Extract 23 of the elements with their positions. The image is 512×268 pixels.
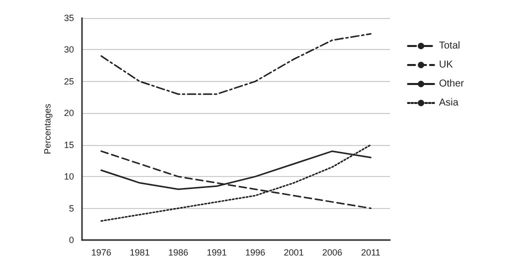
legend-label: Asia	[439, 98, 459, 108]
line-series	[100, 33, 372, 95]
y-tick-label: 10	[64, 172, 74, 182]
legend-label: Total	[439, 40, 460, 52]
y-tick-label: 30	[64, 44, 74, 55]
y-tick-label: 25	[64, 76, 74, 86]
y-tick-label: 35	[64, 13, 74, 23]
x-tick-label: 1976	[91, 248, 112, 258]
x-tick-label: 2011	[361, 248, 380, 258]
y-tick-label: 5	[68, 203, 74, 214]
x-tick-label: 2006	[322, 248, 342, 258]
y-tick-label: 0	[68, 235, 74, 245]
y-tick-label: 20	[64, 108, 74, 118]
legend-label: UK	[439, 60, 454, 70]
x-tick-label: 1991	[206, 248, 227, 258]
x-tick-label: 1986	[168, 248, 188, 258]
legend-label: Other	[439, 78, 465, 90]
x-tick-label: 1981	[130, 248, 150, 258]
y-axis-title: Percentages	[42, 103, 52, 154]
y-tick-label: 15	[64, 140, 74, 150]
x-tick-label: 2001	[284, 248, 304, 258]
line-series	[100, 144, 372, 222]
x-tick-label: 1996	[245, 248, 266, 258]
